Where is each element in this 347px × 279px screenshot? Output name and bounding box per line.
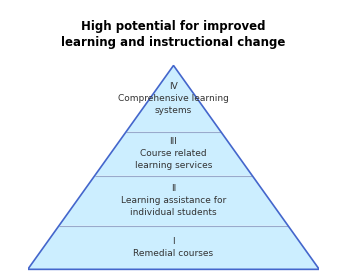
- Text: III
Course related
learning services: III Course related learning services: [135, 137, 212, 170]
- Polygon shape: [28, 225, 319, 269]
- Text: High potential for improved
learning and instructional change: High potential for improved learning and…: [61, 20, 286, 49]
- Text: I
Remedial courses: I Remedial courses: [134, 237, 213, 258]
- Polygon shape: [95, 132, 252, 175]
- Polygon shape: [126, 66, 221, 132]
- Polygon shape: [59, 175, 288, 225]
- Text: II
Learning assistance for
individual students: II Learning assistance for individual st…: [121, 184, 226, 217]
- Text: IV
Comprehensive learning
systems: IV Comprehensive learning systems: [118, 82, 229, 115]
